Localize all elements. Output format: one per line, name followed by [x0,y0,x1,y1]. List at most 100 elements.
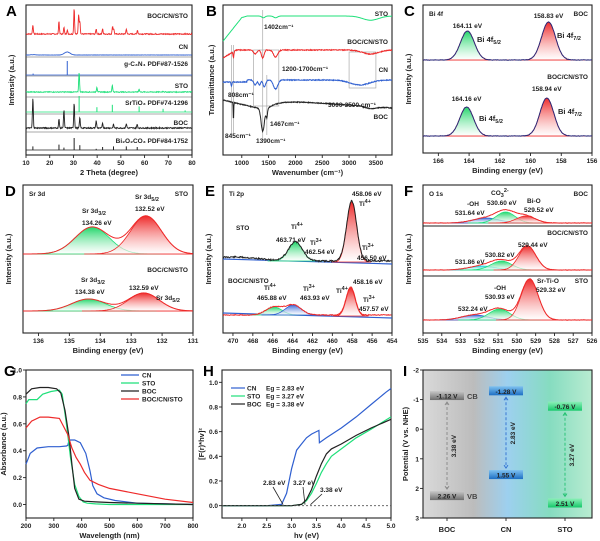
y-axis-label-b: Transmittance (a.u.) [207,44,216,115]
x-tick-label-c: 160 [525,158,536,165]
x-tick-label-g: 400 [76,523,87,530]
x-tick-label-d: 131 [188,338,199,345]
annotation-1402: 1402cm⁻¹ [264,24,293,31]
ftir-line-cn [222,78,393,91]
category-label-boc: BOC [439,525,456,534]
peak-name-label: Sr 3d3/2 [81,277,105,286]
legend-label: BOC [247,402,262,409]
panel-label-c: C [404,3,415,20]
x-tick-label-g: 300 [48,523,59,530]
label-boc: BOC [174,120,189,127]
y-tick-label-i: 0 [415,427,419,434]
category-label-cn: CN [501,525,512,534]
x-tick-label-f: 534 [436,338,447,345]
envelope [23,292,193,312]
x-tick-label-e: 454 [387,338,398,345]
y-tick-label-g: 0.2 [13,475,22,482]
y-tick-label-h: 0.4 [209,454,218,461]
species-label-sr-ti-o: Sr-Ti-O [537,278,559,285]
y-tick-label-g: 0.4 [13,448,22,455]
y-tick-label-h: 0.8 [209,405,218,412]
x-tick-label-b: 2000 [288,160,303,167]
legend-label: BOC [142,389,157,396]
bandgap-label-sto: 3.27 eV [569,443,576,466]
legend-label: CN [142,373,152,380]
band-value-vb-boc: 2.26 V [438,494,457,501]
panel-label-f: F [404,183,413,200]
panel-e-title: Ti 2p [229,191,244,198]
label-boc: BOC [574,191,589,198]
x-tick-label-h: 5.0 [386,523,395,530]
x-axis-label-c: Binding energy (eV) [472,166,543,175]
ion-label: Ti4+ [291,222,303,231]
band-value-vb-cn: 1.55 V [497,473,516,480]
peak-bi4f72 [520,21,576,61]
panel-d-title: Sr 3d [29,191,45,198]
x-tick-label-a: 80 [188,160,196,167]
x-tick-label-e: 466 [267,338,278,345]
label-boc-cn-sto: BOC/CN/STO [547,74,588,81]
xrd-line-sto [25,72,193,94]
annotation-arrow [302,486,306,505]
y-axis-label-a: Intensity (a.u.) [7,54,16,105]
x-axis-label-e: Binding energy (eV) [272,346,343,355]
panel-label-a: A [6,3,17,20]
panel-label-b: B [206,3,217,20]
peak-energy-label: 462.54 eV [305,249,335,256]
arrow-head [503,464,509,469]
peak-bi4f72 [519,97,574,137]
x-tick-label-h: 4.5 [362,523,371,530]
envelope [422,97,593,137]
band-bar-vb-cn [489,470,523,480]
label-cn: CN [379,67,389,74]
legend-label: CN [247,386,257,393]
peak-name-label: Bi 4f7/2 [558,107,582,118]
x-axis-label-a: 2 Theta (degree) [80,168,138,177]
x-tick-label-d: 136 [33,338,44,345]
x-tick-label-e: 464 [287,338,298,345]
y-tick-label-g: 0.8 [13,394,22,401]
ion-label: Ti3+ [310,238,322,247]
y-tick-label-i: 3 [415,516,419,523]
arrow-head [444,485,450,490]
ion-label: Ti3+ [363,295,375,304]
peak-name-label: Sr 3d3/2 [82,208,106,217]
ion-label: Ti4+ [336,286,348,295]
arrow-head [562,493,568,498]
y-axis-label-h: [F(r)*hv]² [197,428,206,460]
x-tick-label-a: 50 [117,160,125,167]
x-tick-label-e: 470 [228,338,239,345]
ion-label: Ti4+ [264,283,276,292]
band-value-vb-sto: 2.51 V [556,501,575,508]
category-label-sto: STO [557,525,572,534]
y-axis-label-f: Intensity (a.u.) [404,233,413,284]
label-boc-cn-sto: BOC/CN/STO [547,230,588,237]
arrow-head [562,411,568,416]
peak-ti4-main-sto [331,201,372,263]
panel-c-frame [422,4,593,154]
x-tick-label-d: 135 [64,338,75,345]
band-value-cb-boc: -1.12 V [437,394,459,401]
annotation-arrow [272,486,284,505]
label-cn: CN [179,44,189,51]
x-tick-label-e: 468 [247,338,258,345]
envelope [222,199,392,263]
peak-energy-label: 456.50 eV [357,255,387,262]
bandgap-annotation: 2.83 eV [263,480,286,487]
peak-energy-label: 458.16 eV [353,279,383,286]
label-sto: STO [175,83,188,90]
peak-energy-label: 530.82 eV [485,252,515,259]
panel-c-title: Bi 4f [429,11,444,18]
x-axis-label-f: Binding energy (eV) [472,346,543,355]
x-tick-label-g: 700 [160,523,171,530]
peak-energy-label: 164.16 eV [452,96,482,103]
x-tick-label-f: 531 [493,338,504,345]
label-sto: STO [236,225,249,232]
x-tick-label-f: 535 [418,338,429,345]
arrow-head [444,401,450,406]
panel-label-i: I [403,363,407,380]
x-tick-label-f: 529 [530,338,541,345]
series-line-cn [25,439,194,506]
band-bar-cb-boc [430,391,464,401]
